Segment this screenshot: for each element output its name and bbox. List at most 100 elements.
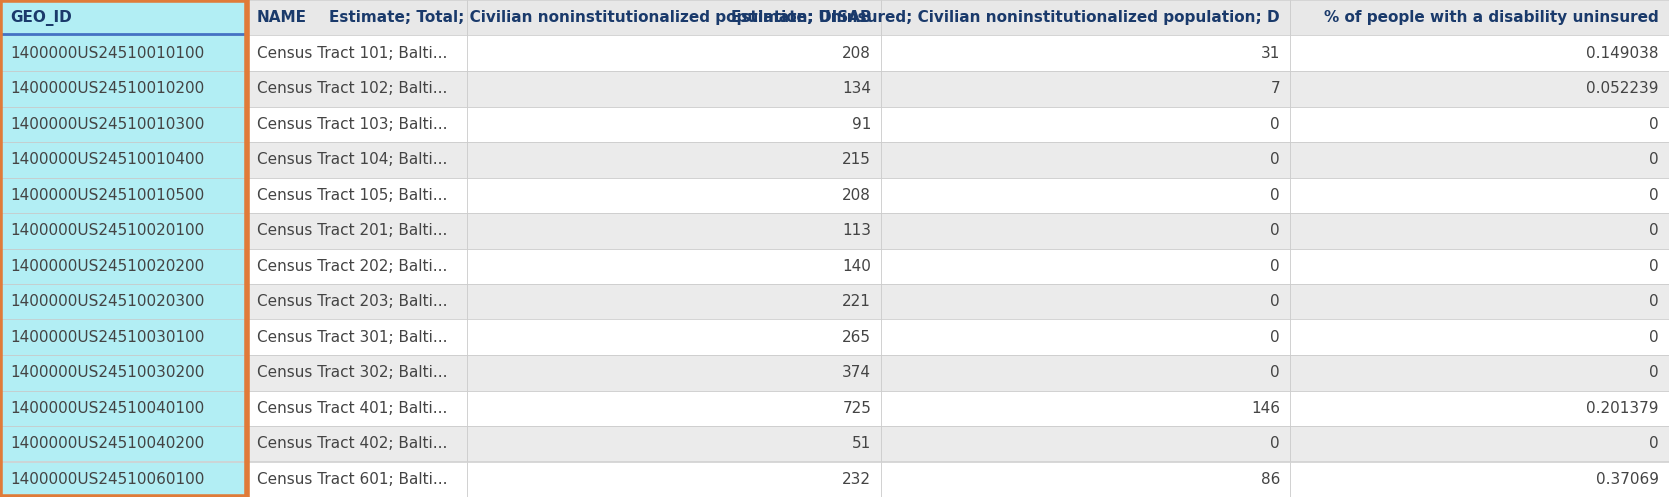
Text: Census Tract 601; Balti...: Census Tract 601; Balti... <box>257 472 447 487</box>
Bar <box>247 106 467 142</box>
Text: 1400000US24510020300: 1400000US24510020300 <box>10 294 204 309</box>
Bar <box>1290 320 1669 355</box>
Bar <box>247 462 467 497</box>
Text: 1400000US24510030200: 1400000US24510030200 <box>10 365 204 380</box>
Bar <box>247 71 467 106</box>
Bar <box>1290 213 1669 248</box>
Bar <box>247 0 467 35</box>
Bar <box>881 320 1290 355</box>
Text: 0: 0 <box>1649 152 1659 167</box>
Bar <box>0 284 247 320</box>
Text: 215: 215 <box>843 152 871 167</box>
Text: Census Tract 101; Balti...: Census Tract 101; Balti... <box>257 46 447 61</box>
Bar <box>467 320 881 355</box>
Bar <box>881 284 1290 320</box>
Text: 31: 31 <box>1260 46 1280 61</box>
Text: 265: 265 <box>843 330 871 345</box>
Bar <box>1290 284 1669 320</box>
Bar <box>881 106 1290 142</box>
Text: 0: 0 <box>1649 365 1659 380</box>
Text: 374: 374 <box>843 365 871 380</box>
Bar <box>0 213 247 248</box>
Text: GEO_ID: GEO_ID <box>10 10 72 26</box>
Bar <box>881 248 1290 284</box>
Bar <box>247 248 467 284</box>
Bar <box>467 391 881 426</box>
Bar <box>881 426 1290 462</box>
Bar <box>1290 462 1669 497</box>
Bar <box>881 391 1290 426</box>
Bar <box>467 142 881 177</box>
Text: 0: 0 <box>1649 294 1659 309</box>
Bar <box>467 462 881 497</box>
Text: 113: 113 <box>843 223 871 238</box>
Text: Census Tract 301; Balti...: Census Tract 301; Balti... <box>257 330 447 345</box>
Text: 1400000US24510040100: 1400000US24510040100 <box>10 401 204 416</box>
Bar <box>247 320 467 355</box>
Bar <box>1290 0 1669 35</box>
Text: 140: 140 <box>843 259 871 274</box>
Text: 0: 0 <box>1270 365 1280 380</box>
Bar <box>1290 391 1669 426</box>
Text: 1400000US24510010200: 1400000US24510010200 <box>10 81 204 96</box>
Bar <box>247 426 467 462</box>
Bar <box>0 142 247 177</box>
Text: 221: 221 <box>843 294 871 309</box>
Text: 1400000US24510020100: 1400000US24510020100 <box>10 223 204 238</box>
Bar <box>467 71 881 106</box>
Text: 1400000US24510010300: 1400000US24510010300 <box>10 117 204 132</box>
Bar <box>0 320 247 355</box>
Text: 0: 0 <box>1649 117 1659 132</box>
Bar <box>881 462 1290 497</box>
Text: 0: 0 <box>1270 152 1280 167</box>
Bar <box>0 391 247 426</box>
Bar <box>1290 248 1669 284</box>
Text: 0.201379: 0.201379 <box>1587 401 1659 416</box>
Bar <box>0 177 247 213</box>
Text: 0: 0 <box>1270 223 1280 238</box>
Bar <box>0 462 247 497</box>
Bar <box>467 284 881 320</box>
Text: 0: 0 <box>1649 188 1659 203</box>
Text: 1400000US24510020200: 1400000US24510020200 <box>10 259 204 274</box>
Bar <box>881 71 1290 106</box>
Text: 0: 0 <box>1270 330 1280 345</box>
Text: Census Tract 302; Balti...: Census Tract 302; Balti... <box>257 365 447 380</box>
Text: 0: 0 <box>1270 117 1280 132</box>
Bar <box>467 106 881 142</box>
Text: 0.149038: 0.149038 <box>1587 46 1659 61</box>
Text: 7: 7 <box>1270 81 1280 96</box>
Text: 0: 0 <box>1649 259 1659 274</box>
Text: 0.37069: 0.37069 <box>1596 472 1659 487</box>
Bar <box>881 35 1290 71</box>
Text: 1400000US24510060100: 1400000US24510060100 <box>10 472 204 487</box>
Text: 0: 0 <box>1649 436 1659 451</box>
Text: 51: 51 <box>851 436 871 451</box>
Text: 208: 208 <box>843 188 871 203</box>
Text: Census Tract 202; Balti...: Census Tract 202; Balti... <box>257 259 447 274</box>
Bar <box>881 177 1290 213</box>
Bar <box>467 213 881 248</box>
Bar <box>881 142 1290 177</box>
Bar <box>0 426 247 462</box>
Bar <box>247 284 467 320</box>
Text: 1400000US24510010500: 1400000US24510010500 <box>10 188 204 203</box>
Bar <box>0 0 247 497</box>
Text: Census Tract 401; Balti...: Census Tract 401; Balti... <box>257 401 447 416</box>
Bar <box>247 355 467 391</box>
Bar <box>1290 106 1669 142</box>
Text: % of people with a disability uninsured: % of people with a disability uninsured <box>1324 10 1659 25</box>
Text: 134: 134 <box>843 81 871 96</box>
Text: 232: 232 <box>843 472 871 487</box>
Text: Census Tract 402; Balti...: Census Tract 402; Balti... <box>257 436 447 451</box>
Bar <box>0 248 247 284</box>
Bar <box>247 177 467 213</box>
Bar <box>1290 426 1669 462</box>
Text: Census Tract 104; Balti...: Census Tract 104; Balti... <box>257 152 447 167</box>
Text: 1400000US24510010400: 1400000US24510010400 <box>10 152 204 167</box>
Text: 208: 208 <box>843 46 871 61</box>
Bar <box>467 426 881 462</box>
Bar <box>1290 71 1669 106</box>
Text: Census Tract 203; Balti...: Census Tract 203; Balti... <box>257 294 447 309</box>
Text: 0: 0 <box>1649 330 1659 345</box>
